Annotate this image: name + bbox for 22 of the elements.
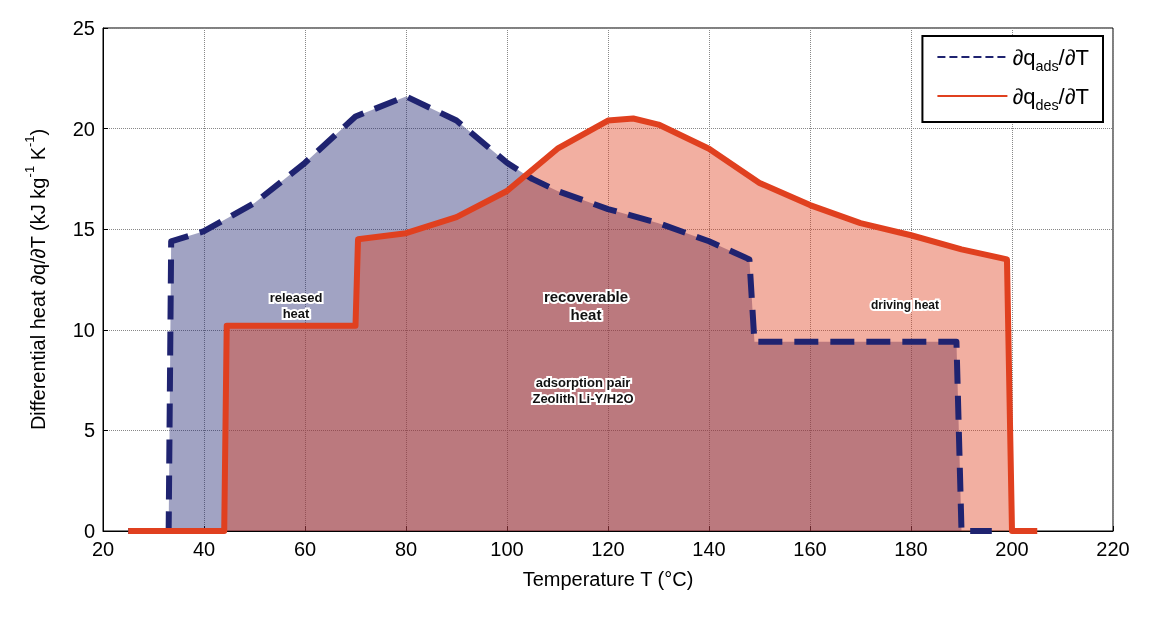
annotation: driving heat — [870, 298, 940, 312]
x-tick-label: 200 — [995, 538, 1029, 560]
x-tick-label: 100 — [490, 538, 524, 560]
annotation: released heat — [269, 289, 323, 321]
y-tick-label: 20 — [72, 117, 95, 140]
x-tick-label: 140 — [692, 538, 726, 560]
x-tick-label: 220 — [1096, 538, 1130, 560]
y-tick-label: 25 — [72, 17, 95, 39]
x-tick-label: 120 — [591, 538, 625, 560]
y-tick-label: 10 — [72, 318, 95, 341]
x-axis-title: Temperature T (°C) — [522, 568, 694, 590]
x-tick-label: 60 — [293, 538, 317, 560]
annotation: adsorption pair Zeolith Li-Y/H2O — [532, 374, 634, 406]
x-tick-label: 160 — [793, 538, 827, 560]
y-tick-label: 15 — [72, 218, 95, 241]
x-tick-label: 180 — [894, 538, 928, 560]
x-tick-label: 80 — [394, 538, 418, 560]
y-tick-label: 5 — [83, 419, 95, 442]
annotation: recoverable heat — [543, 287, 629, 323]
y-axis-title: Differential heat ∂q/∂T (kJ kg-1 K-1) — [22, 128, 49, 431]
y-tick-label: 0 — [83, 520, 95, 542]
x-tick-label: 40 — [192, 538, 216, 560]
